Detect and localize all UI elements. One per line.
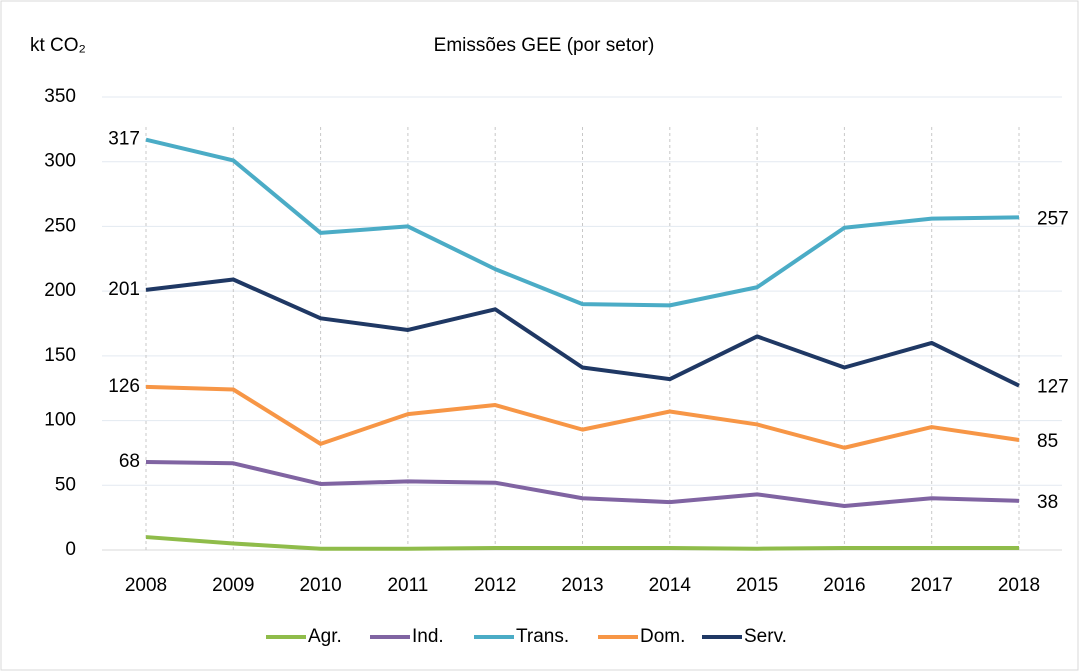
legend-label: Dom. bbox=[640, 626, 685, 647]
y-tick-label: 50 bbox=[55, 474, 76, 495]
data-label: 201 bbox=[108, 279, 140, 300]
legend-label: Trans. bbox=[516, 626, 569, 647]
y-tick-label: 250 bbox=[44, 215, 76, 236]
data-label: 257 bbox=[1037, 208, 1069, 229]
series-line bbox=[145, 277, 1020, 388]
series-line bbox=[145, 535, 1019, 551]
data-label: 85 bbox=[1037, 431, 1058, 452]
x-tick-label: 2016 bbox=[823, 575, 865, 596]
chart-title: Emissões GEE (por setor) bbox=[434, 35, 655, 56]
data-label: 68 bbox=[119, 451, 140, 472]
data-label: 317 bbox=[108, 129, 140, 150]
legend-label: Serv. bbox=[744, 626, 787, 647]
y-tick-label: 100 bbox=[44, 410, 76, 431]
series-line bbox=[145, 459, 1020, 508]
y-tick-label: 0 bbox=[65, 539, 76, 560]
x-tick-label: 2011 bbox=[387, 575, 428, 596]
x-tick-label: 2017 bbox=[911, 575, 953, 596]
x-tick-label: 2010 bbox=[299, 575, 341, 596]
x-tick-label: 2008 bbox=[125, 575, 167, 596]
data-label: 126 bbox=[108, 376, 140, 397]
data-label: 38 bbox=[1037, 492, 1058, 513]
y-axis-label: kt CO₂ bbox=[30, 35, 86, 56]
x-tick-label: 2013 bbox=[561, 575, 603, 596]
y-tick-label: 200 bbox=[44, 280, 76, 301]
y-tick-label: 300 bbox=[44, 151, 76, 172]
x-tick-label: 2012 bbox=[474, 575, 516, 596]
data-label: 127 bbox=[1037, 377, 1069, 398]
x-tick-label: 2014 bbox=[649, 575, 692, 596]
x-tick-label: 2009 bbox=[212, 575, 254, 596]
legend-label: Ind. bbox=[412, 626, 444, 647]
series-line bbox=[145, 137, 1020, 308]
legend-label: Agr. bbox=[308, 626, 342, 647]
y-tick-label: 150 bbox=[44, 345, 76, 366]
y-tick-label: 350 bbox=[44, 86, 76, 107]
x-tick-label: 2018 bbox=[998, 575, 1040, 596]
series-line bbox=[145, 384, 1020, 450]
x-tick-label: 2015 bbox=[736, 575, 778, 596]
